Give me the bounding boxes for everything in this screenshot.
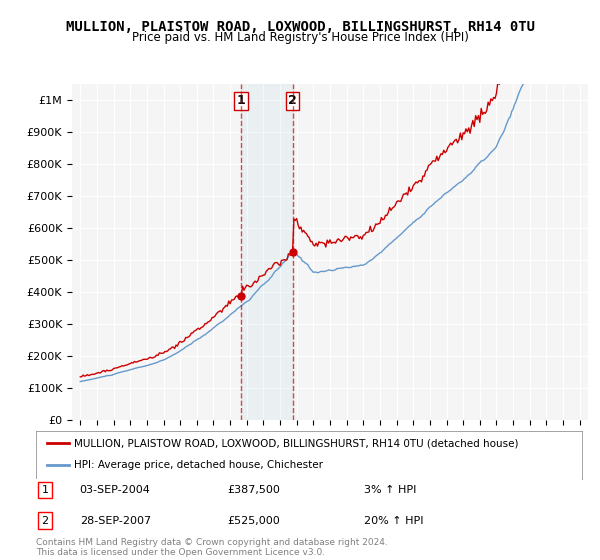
Text: 28-SEP-2007: 28-SEP-2007 xyxy=(80,516,151,526)
Text: 2: 2 xyxy=(41,516,49,526)
Text: 03-SEP-2004: 03-SEP-2004 xyxy=(80,485,151,495)
Text: £525,000: £525,000 xyxy=(227,516,280,526)
Bar xyxy=(241,84,293,420)
Text: 3% ↑ HPI: 3% ↑ HPI xyxy=(364,485,416,495)
Text: 20% ↑ HPI: 20% ↑ HPI xyxy=(364,516,423,526)
Text: Contains HM Land Registry data © Crown copyright and database right 2024.
This d: Contains HM Land Registry data © Crown c… xyxy=(36,538,388,557)
Text: £387,500: £387,500 xyxy=(227,485,280,495)
Text: 2: 2 xyxy=(288,94,297,107)
Text: HPI: Average price, detached house, Chichester: HPI: Average price, detached house, Chic… xyxy=(74,460,323,469)
Text: MULLION, PLAISTOW ROAD, LOXWOOD, BILLINGSHURST, RH14 0TU: MULLION, PLAISTOW ROAD, LOXWOOD, BILLING… xyxy=(65,20,535,34)
Text: Price paid vs. HM Land Registry's House Price Index (HPI): Price paid vs. HM Land Registry's House … xyxy=(131,31,469,44)
Text: 1: 1 xyxy=(237,94,245,107)
Text: 1: 1 xyxy=(41,485,49,495)
Text: MULLION, PLAISTOW ROAD, LOXWOOD, BILLINGSHURST, RH14 0TU (detached house): MULLION, PLAISTOW ROAD, LOXWOOD, BILLING… xyxy=(74,438,519,448)
